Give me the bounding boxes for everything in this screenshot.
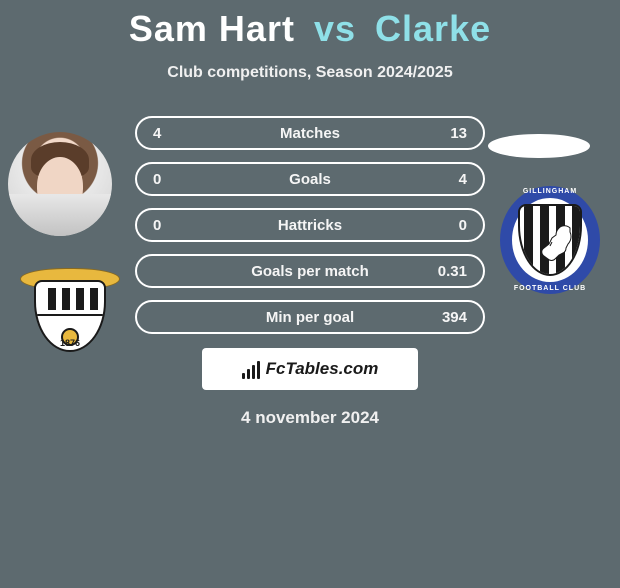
stat-row-gpm: Goals per match 0.31 <box>135 254 485 288</box>
stat-right: 394 <box>433 309 467 326</box>
stat-label: Min per goal <box>187 309 433 326</box>
title-player2: Clarke <box>375 8 491 49</box>
stat-label: Matches <box>187 125 433 142</box>
comparison-title: Sam Hart vs Clarke <box>0 8 620 50</box>
stat-label: Hattricks <box>187 217 433 234</box>
crest-stripe <box>62 288 70 310</box>
crest-stripe <box>48 288 56 310</box>
stat-right: 13 <box>433 125 467 142</box>
stat-left: 0 <box>153 171 187 188</box>
stat-row-matches: 4 Matches 13 <box>135 116 485 150</box>
stat-row-goals: 0 Goals 4 <box>135 162 485 196</box>
stat-row-mpg: Min per goal 394 <box>135 300 485 334</box>
stat-right: 4 <box>433 171 467 188</box>
crest-year: 1876 <box>36 338 104 348</box>
crest-shield: 1876 <box>34 280 106 352</box>
stat-label: Goals <box>187 171 433 188</box>
crest-inner-shield <box>518 204 582 276</box>
player2-avatar-placeholder <box>488 134 590 158</box>
crest-ring-text-bot: FOOTBALL CLUB <box>500 285 600 292</box>
title-vs: vs <box>314 8 356 49</box>
brand-text: FcTables.com <box>266 359 379 379</box>
crest-stripe <box>76 288 84 310</box>
player2-club-crest: GILLINGHAM FOOTBALL CLUB <box>500 186 600 294</box>
stat-right: 0.31 <box>433 263 467 280</box>
stat-label: Goals per match <box>187 263 433 280</box>
brand-badge: FcTables.com <box>202 348 418 390</box>
subtitle: Club competitions, Season 2024/2025 <box>0 64 620 82</box>
player1-avatar <box>8 132 112 236</box>
crest-stripe <box>90 288 98 310</box>
crest-ring-text-top: GILLINGHAM <box>500 188 600 195</box>
generated-date: 4 november 2024 <box>0 408 620 428</box>
stat-right: 0 <box>433 217 467 234</box>
stat-left: 4 <box>153 125 187 142</box>
stat-row-hattricks: 0 Hattricks 0 <box>135 208 485 242</box>
stat-left: 0 <box>153 217 187 234</box>
avatar-face <box>37 157 83 215</box>
horse-icon <box>540 224 574 264</box>
player1-club-crest: 1876 <box>20 268 120 354</box>
crest-stripe <box>524 206 533 274</box>
title-player1: Sam Hart <box>129 8 295 49</box>
bar-chart-icon <box>242 359 262 379</box>
